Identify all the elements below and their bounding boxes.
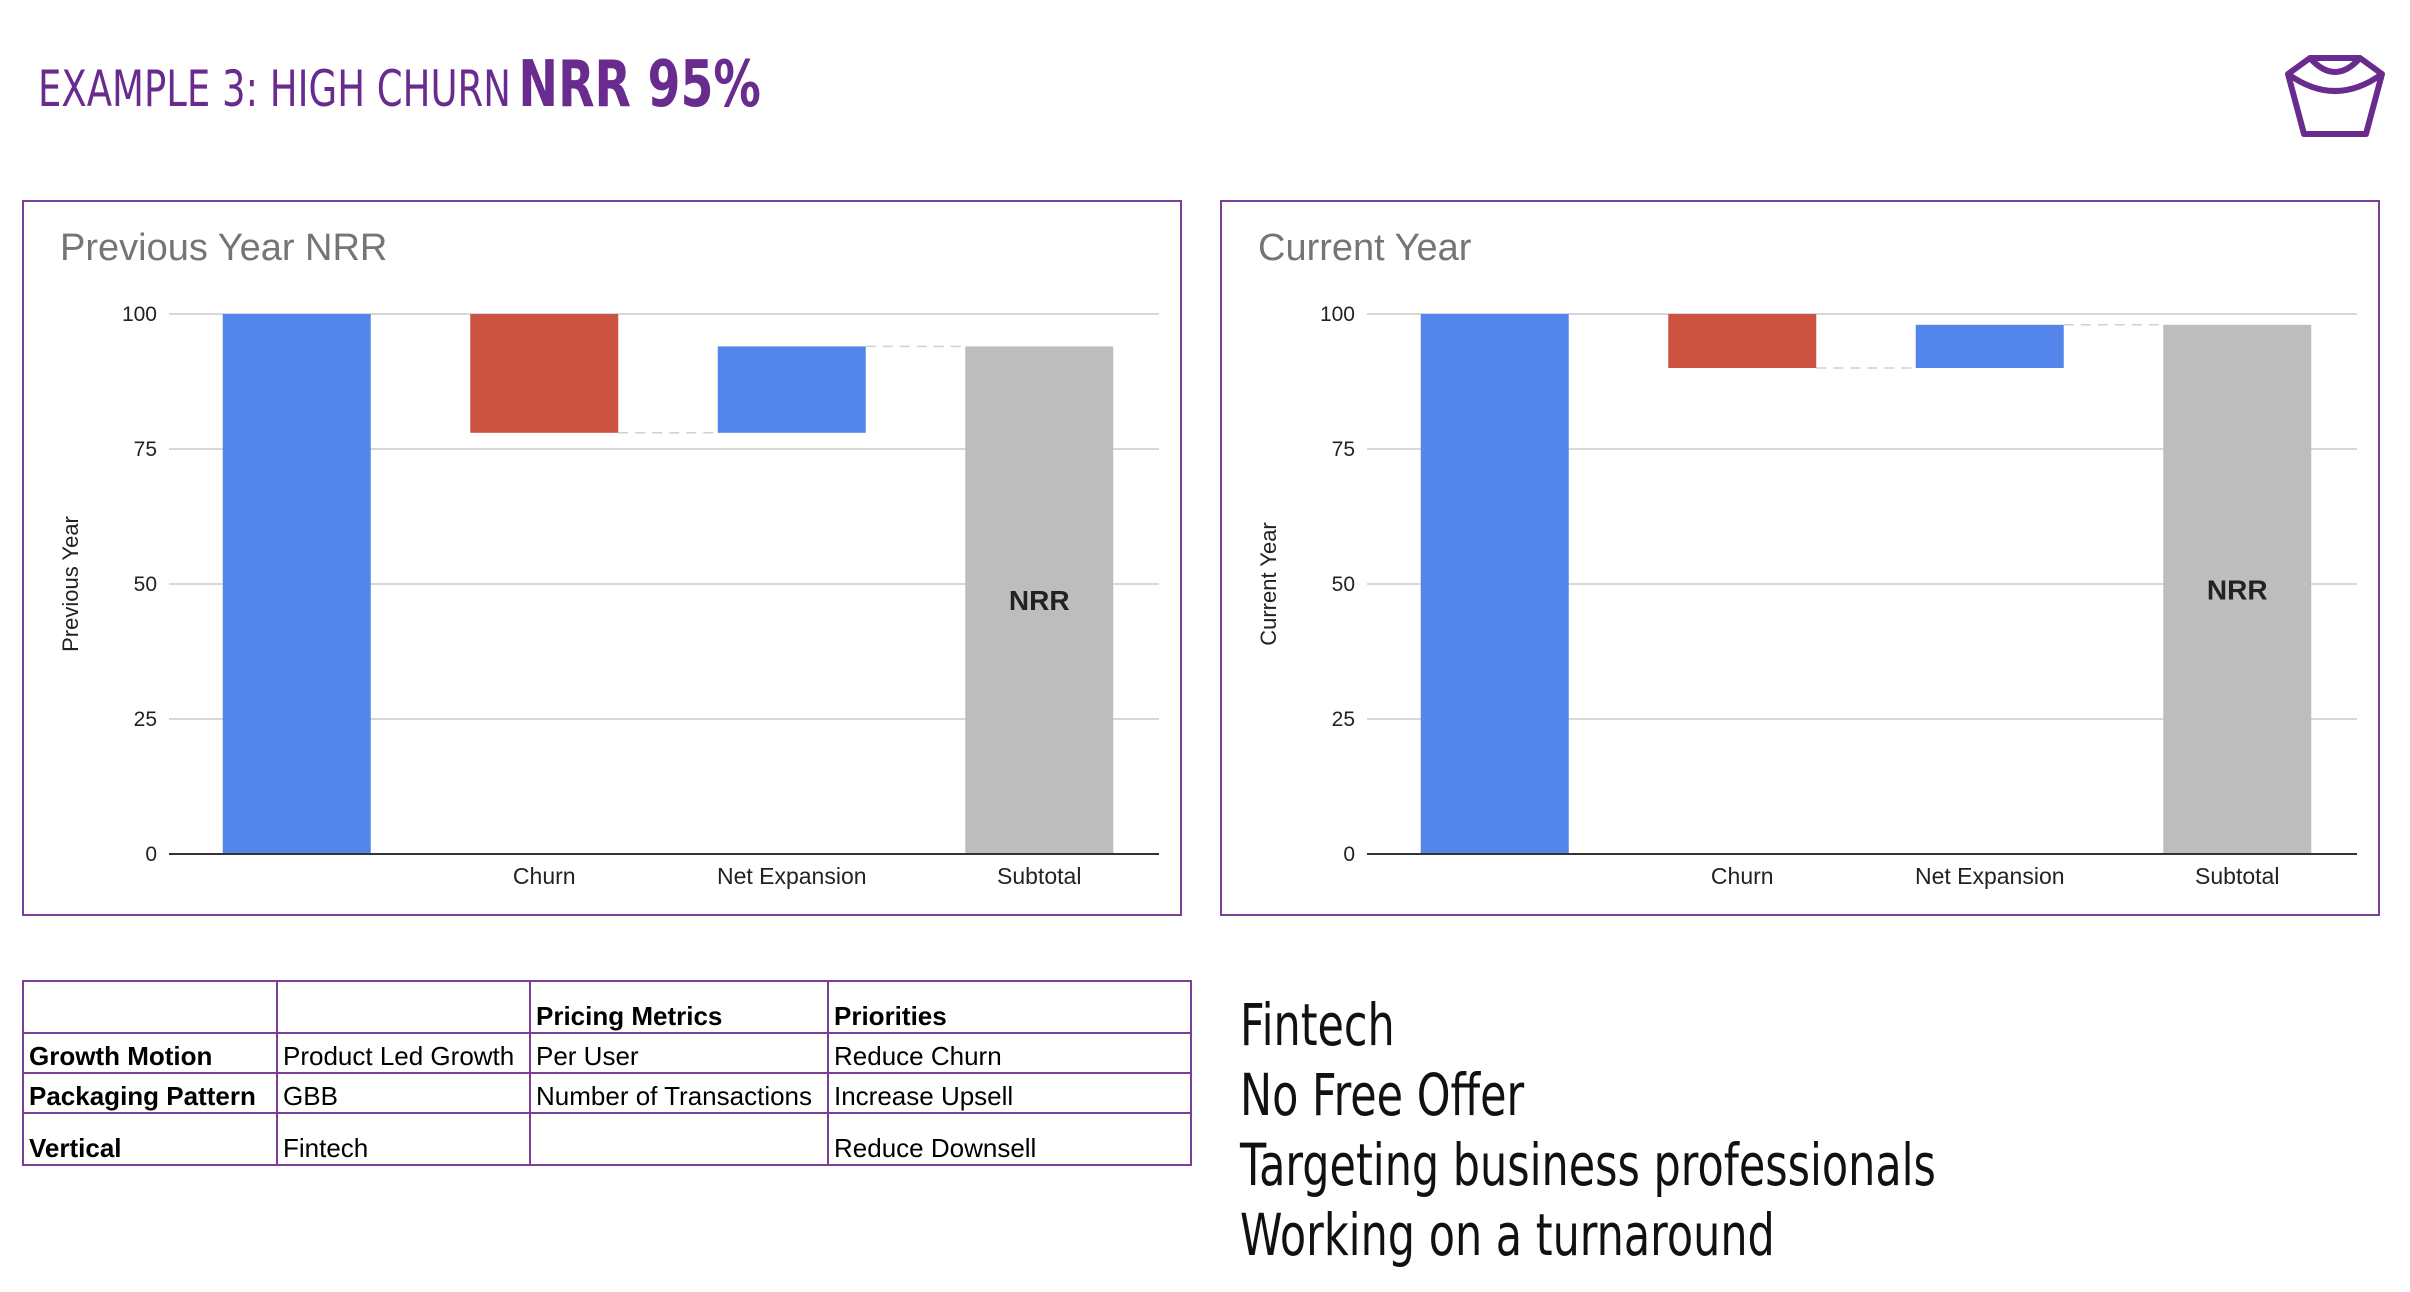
y-tick-label: 100 [122, 303, 157, 326]
waterfall-bar [1420, 314, 1569, 854]
y-tick-label: 100 [1320, 303, 1355, 326]
row-header-cell: Growth Motion [22, 1032, 278, 1074]
x-category-label: Net Expansion [717, 863, 867, 889]
table-header-cell: Pricing Metrics [529, 980, 829, 1034]
table-cell: GBB [276, 1072, 531, 1114]
y-tick-label: 0 [145, 843, 157, 866]
waterfall-bar [470, 314, 619, 433]
waterfall-bar [2163, 324, 2312, 854]
bar-data-label: NRR [1009, 585, 1070, 616]
table-row: Vertical Fintech Reduce Downsell [22, 1112, 1192, 1166]
x-category-label: Churn [513, 863, 576, 889]
y-tick-label: 50 [134, 573, 157, 596]
table-cell: Increase Upsell [827, 1072, 1192, 1114]
y-tick-label: 25 [134, 708, 157, 731]
y-tick-label: 50 [1332, 573, 1355, 596]
table-header-cell [22, 980, 278, 1034]
table-row: Growth Motion Product Led Growth Per Use… [22, 1032, 1192, 1074]
chart-title: Current Year [1258, 227, 1472, 269]
table-header-row: Pricing Metrics Priorities [22, 980, 1192, 1034]
drinking-cup-icon [2285, 55, 2385, 137]
table-header-cell [276, 980, 531, 1034]
note-line: Targeting business professionals [1240, 1131, 1936, 1199]
y-tick-label: 75 [134, 438, 157, 461]
business-attributes-table: Pricing Metrics Priorities Growth Motion… [22, 980, 1192, 1166]
x-category-label: Subtotal [2195, 863, 2279, 889]
waterfall-bar [717, 346, 866, 433]
table-header-cell: Priorities [827, 980, 1192, 1034]
current-year-chart-panel: Current Year 0 25 50 75 100 Current Year Churn N… [1220, 200, 2380, 916]
chart-title: Previous Year NRR [60, 227, 387, 269]
table-cell: Product Led Growth [276, 1032, 531, 1074]
table-cell: Number of Transactions [529, 1072, 829, 1114]
title-prefix: EXAMPLE 3: HIGH CHURN [38, 60, 511, 118]
table-cell: Per User [529, 1032, 829, 1074]
note-line: Fintech [1240, 991, 1395, 1059]
table-cell: Reduce Downsell [827, 1112, 1192, 1166]
y-tick-label: 75 [1332, 438, 1355, 461]
previous-year-chart-panel: Previous Year NRR 0 25 50 75 100 Previous Year… [22, 200, 1182, 916]
waterfall-bar [222, 314, 371, 854]
note-line: No Free Offer [1240, 1061, 1525, 1129]
x-category-label: Subtotal [997, 863, 1081, 889]
note-line: Working on a turnaround [1240, 1201, 1775, 1269]
notes-list: Fintech No Free Offer Targeting business… [1240, 990, 1936, 1270]
y-axis-label: Previous Year [58, 516, 83, 652]
waterfall-bar [1668, 314, 1817, 368]
table-cell [529, 1112, 829, 1166]
title-highlight: NRR 95% [518, 48, 761, 122]
y-tick-label: 0 [1343, 843, 1355, 866]
bar-data-label: NRR [2207, 574, 2268, 605]
waterfall-bar [1915, 324, 2064, 368]
x-category-label: Churn [1711, 863, 1774, 889]
current-year-waterfall-chart: Current Year 0 25 50 75 100 Current Year Churn N… [1256, 227, 2357, 889]
waterfall-bar [965, 346, 1114, 854]
y-axis-label: Current Year [1256, 522, 1281, 646]
row-header-cell: Vertical [22, 1112, 278, 1166]
previous-year-waterfall-chart: Previous Year NRR 0 25 50 75 100 Previous Year… [58, 227, 1159, 889]
table-row: Packaging Pattern GBB Number of Transact… [22, 1072, 1192, 1114]
row-header-cell: Packaging Pattern [22, 1072, 278, 1114]
table-cell: Fintech [276, 1112, 531, 1166]
table-cell: Reduce Churn [827, 1032, 1192, 1074]
slide-title: EXAMPLE 3: HIGH CHURN NRR 95% [38, 48, 761, 122]
y-tick-label: 25 [1332, 708, 1355, 731]
x-category-label: Net Expansion [1915, 863, 2065, 889]
